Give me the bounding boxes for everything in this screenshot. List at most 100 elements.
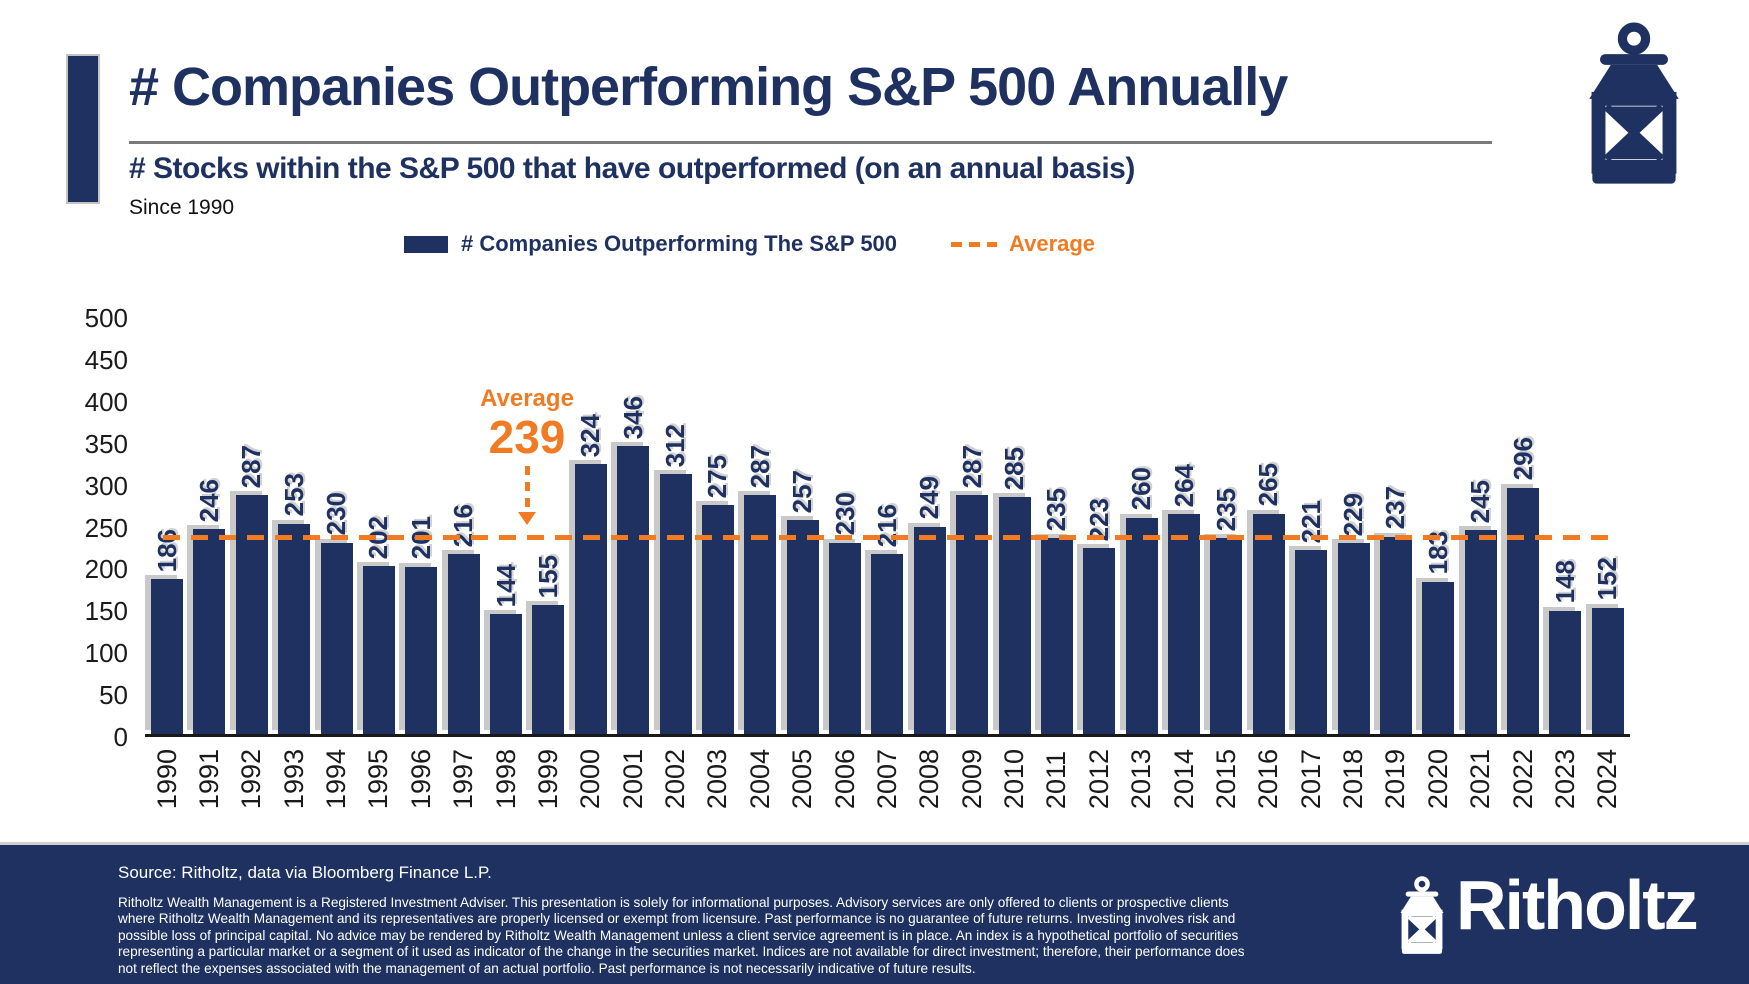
bar-value-label-1991: 246 [193,478,224,523]
bar-value-label-1998: 144 [490,563,521,608]
x-axis-label-2004: 2004 [744,749,775,810]
x-slot-1991: 1991 [193,749,225,809]
x-slot-1999: 1999 [532,749,564,809]
average-arrow-shaft [524,466,530,512]
legend-average-dash-icon [951,241,998,247]
y-tick-300: 300 [84,470,128,501]
bar-slot-2005: 257 [786,318,819,734]
x-axis-label-2021: 2021 [1465,749,1496,810]
bar-2001 [617,446,650,734]
bar-2002 [659,474,692,734]
bar-2023 [1549,610,1582,734]
x-slot-2016: 2016 [1253,749,1285,809]
x-axis-label-2001: 2001 [617,749,648,810]
footer: Source: Ritholtz, data via Bloomberg Fin… [0,842,1749,984]
y-tick-400: 400 [84,386,128,417]
bar-slot-2024: 152 [1591,318,1624,734]
bar-value-label-2001: 346 [617,395,648,440]
bar-slot-1996: 201 [405,318,438,734]
y-tick-250: 250 [84,512,128,543]
bar-value-label-2019: 237 [1380,486,1411,530]
bar-value-label-2002: 312 [660,424,690,468]
bar-1995 [362,565,395,734]
bar-value-label-2023: 148 [1549,560,1580,604]
bar-value-label-2006: 230 [829,492,860,536]
x-slot-2006: 2006 [829,749,861,809]
x-axis-label-1993: 1993 [278,749,309,810]
bar-slot-2003: 275 [701,318,734,734]
x-axis-label-2003: 2003 [702,749,733,810]
title-accent-bar [66,54,100,204]
bar-2019 [1379,536,1412,734]
x-axis-label-2016: 2016 [1253,749,1284,810]
x-axis-label-2024: 2024 [1592,749,1623,810]
x-axis-label-2011: 2011 [1041,751,1072,810]
bar-2006 [829,542,861,734]
x-slot-1996: 1996 [405,749,437,809]
x-axis-label-2019: 2019 [1380,749,1411,810]
bar-value-label-1993: 253 [278,473,309,517]
bar-2024 [1591,607,1624,734]
bar-1997 [447,554,480,734]
x-slot-2014: 2014 [1168,749,1200,809]
bar-slot-2012: 223 [1083,318,1116,734]
x-axis-label-2020: 2020 [1422,749,1453,810]
bar-1996 [405,566,438,734]
bar-value-label-2013: 260 [1126,467,1157,511]
bar-2004 [744,495,777,734]
bar-slot-2008: 249 [913,318,946,734]
brand-wordmark: Ritholtz [1456,866,1699,944]
x-slot-2015: 2015 [1210,749,1242,809]
average-annotation: Average 239 [457,386,597,525]
bar-slot-2014: 264 [1168,318,1200,734]
x-slot-2023: 2023 [1549,749,1581,809]
chart-area: 186 246 287 253 230 202 201 216 144 155 324 346 312 2… [145,318,1630,737]
bar-slot-2017: 221 [1295,318,1328,734]
average-arrow-head-icon [518,512,536,525]
bar-value-label-2010: 285 [999,446,1029,490]
x-slot-2022: 2022 [1507,749,1539,809]
y-tick-100: 100 [84,638,128,669]
bar-2022 [1507,487,1539,734]
x-axis-label-1994: 1994 [321,749,351,810]
bar-slot-2021: 245 [1464,318,1497,734]
bar-value-label-1994: 230 [321,492,351,536]
x-slot-2013: 2013 [1126,749,1158,809]
bar-value-label-2018: 229 [1338,493,1368,537]
x-axis-label-2009: 2009 [956,749,987,810]
bar-1992 [235,495,268,734]
bar-value-label-2016: 265 [1253,463,1284,507]
x-slot-2017: 2017 [1295,749,1327,809]
x-axis-label-1991: 1991 [193,749,224,810]
x-axis-label-1992: 1992 [236,749,267,810]
bar-value-label-2022: 296 [1507,437,1538,481]
bar-value-label-2008: 249 [914,476,945,520]
x-slot-2004: 2004 [744,749,776,809]
bar-2012 [1083,548,1116,734]
bar-slot-2020: 183 [1422,318,1455,734]
x-axis-label-2012: 2012 [1083,749,1114,810]
bar-slot-2007: 216 [871,318,904,734]
x-slot-1995: 1995 [363,749,395,809]
bar-slot-1991: 246 [193,318,226,734]
source-text: Source: Ritholtz, data via Bloomberg Fin… [118,863,492,882]
x-axis-label-2007: 2007 [871,749,902,810]
x-slot-2012: 2012 [1083,749,1115,809]
x-slot-1992: 1992 [236,749,268,809]
title-divider [129,141,1492,144]
x-axis-label-1995: 1995 [363,749,394,810]
bar-2007 [871,554,904,734]
x-axis-label-1990: 1990 [151,749,182,810]
bar-slot-2000: 324 [574,318,607,734]
x-axis-label-1996: 1996 [405,749,436,810]
bar-2008 [913,526,946,734]
x-axis-label-2023: 2023 [1549,749,1580,810]
y-tick-350: 350 [84,428,128,459]
bar-slot-2009: 287 [956,318,989,734]
bar-slot-2002: 312 [659,318,692,734]
x-axis-label-2014: 2014 [1168,749,1199,810]
x-axis-label-2010: 2010 [999,749,1029,810]
bar-slot-2011: 235 [1040,318,1073,734]
x-axis-label-2000: 2000 [575,749,606,810]
bar-slot-2001: 346 [617,318,650,734]
